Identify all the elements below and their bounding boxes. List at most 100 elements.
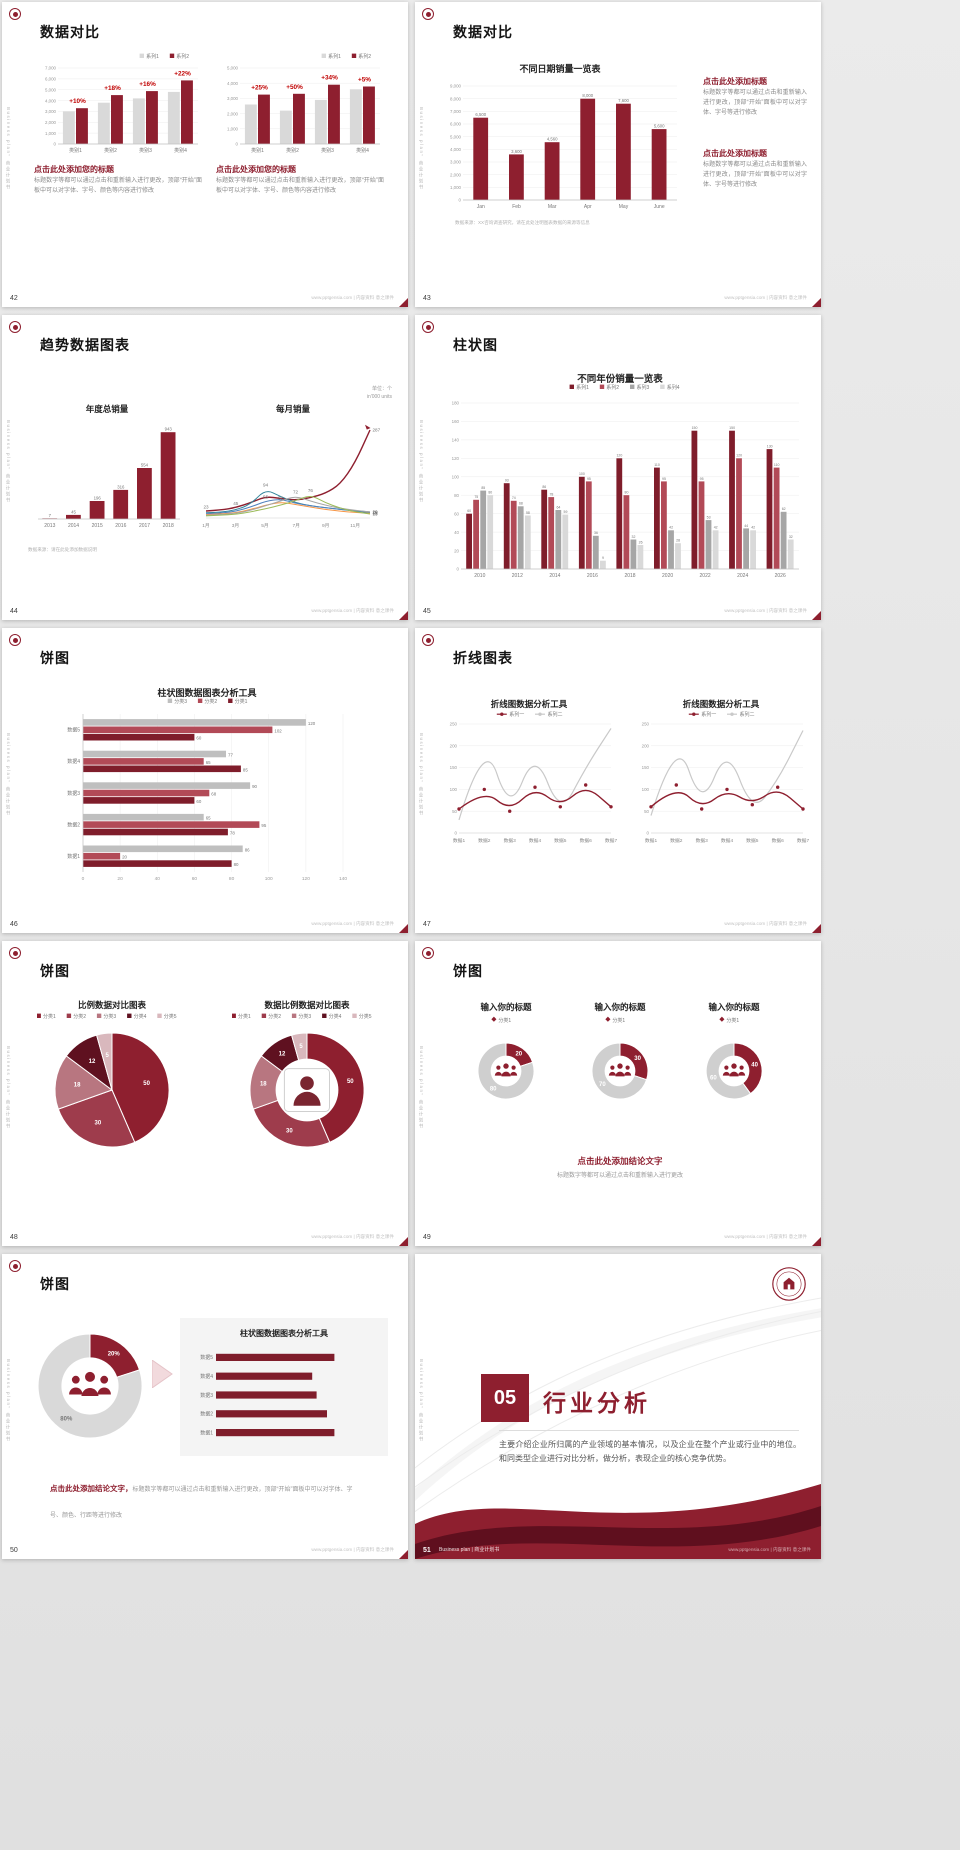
chart-title-right: 折线图数据分析工具 — [682, 699, 760, 709]
svg-text:130: 130 — [767, 445, 773, 449]
svg-text:60: 60 — [196, 799, 201, 804]
side-caption: Business plan，商业计划书 — [6, 107, 11, 191]
slide-51-section-industry-analysis[interactable]: Business plan，商业计划书 05 行业分析 主要介绍企业所归属的产业… — [415, 1254, 821, 1559]
slide-title: 数据对比 — [453, 24, 513, 40]
slide-46-horizontal-bars[interactable]: Business plan，商业计划书 饼图 柱状图数据图表分析工具 0 20 40… — [2, 628, 408, 933]
panel-title: 柱状图数据图表分析工具 — [240, 1329, 328, 1338]
svg-text:数据2: 数据2 — [200, 1411, 213, 1418]
svg-text:0: 0 — [82, 876, 85, 882]
sales-bar-chart: 0 1,000 2,000 3,000 4,000 5,000 6,000 7,000 8,00… — [437, 72, 683, 212]
svg-text:68: 68 — [519, 502, 523, 506]
svg-text:分类3: 分类3 — [298, 1013, 311, 1020]
slide-49-donut-trio[interactable]: Business plan，商业计划书 饼图 输入你的标题 20 80 分类1 输入… — [415, 941, 821, 1246]
svg-text:数据1: 数据1 — [67, 853, 80, 860]
donut-chart-2: 30 70 分类1 — [575, 1015, 665, 1117]
monthly-sales-line-chart: 287 23 45 18 94 20 55 15 52 20 72 13 76 1月 3月 5月 7月 9月 11月 — [194, 413, 392, 531]
svg-text:数据4: 数据4 — [529, 837, 542, 844]
svg-text:3月: 3月 — [232, 523, 239, 529]
svg-text:95: 95 — [261, 823, 266, 828]
slide-43-data-comparison[interactable]: Business plan，商业计划书 数据对比 不同日期销量一览表 0 1,00… — [415, 2, 821, 307]
svg-text:4,000: 4,000 — [45, 98, 57, 103]
page-number: 50 — [10, 1547, 18, 1554]
svg-text:分类3: 分类3 — [103, 1013, 116, 1020]
brand-logo-icon — [422, 634, 434, 646]
corner-accent — [399, 1550, 408, 1559]
panel-horizontal-bars: 数据5 数据4 数据3 数据2 数据1 — [190, 1342, 378, 1448]
svg-text:95: 95 — [662, 477, 666, 481]
svg-text:102: 102 — [274, 728, 282, 733]
svg-text:+25%: +25% — [251, 85, 268, 92]
svg-text:70: 70 — [599, 1082, 606, 1088]
slide-47-line-charts[interactable]: Business plan，商业计划书 折线图表 折线图数据分析工具 0 50 10… — [415, 628, 821, 933]
slide-title: 折线图表 — [453, 650, 513, 666]
svg-text:分类1: 分类1 — [235, 698, 248, 705]
svg-text:数据1: 数据1 — [453, 837, 466, 844]
svg-text:110: 110 — [774, 463, 780, 467]
svg-text:系列二: 系列二 — [548, 711, 563, 718]
slide-48-pie-charts[interactable]: Business plan，商业计划书 饼图 比例数据对比图表 50 30 18 12… — [2, 941, 408, 1246]
page-number: 47 — [423, 921, 431, 928]
svg-text:7,600: 7,600 — [618, 98, 629, 103]
svg-text:150: 150 — [729, 426, 735, 430]
svg-text:June: June — [654, 204, 665, 210]
annual-sales-bar-chart: 7 2013 45 2014 196 2015 316 2016 554 2017 943 2018 — [28, 413, 186, 531]
svg-text:数据4: 数据4 — [200, 1373, 213, 1380]
svg-text:80: 80 — [490, 1087, 497, 1093]
svg-text:9月: 9月 — [322, 523, 329, 529]
slide-50-donut-and-bars[interactable]: Business plan，商业计划书 饼图 20% 80% 柱状图数据图表分析工… — [2, 1254, 408, 1559]
brand-emblem-icon — [771, 1266, 807, 1302]
svg-text:95: 95 — [700, 477, 704, 481]
slide-title: 饼图 — [453, 963, 483, 979]
svg-text:60: 60 — [196, 736, 201, 741]
slide-title: 数据对比 — [40, 24, 100, 40]
chart-title-annual: 年度总销量 — [85, 404, 129, 414]
svg-text:分类4: 分类4 — [134, 1013, 147, 1020]
footer-text: www.pptgensia.com | 内容资料 意之课件 — [311, 295, 394, 300]
svg-text:26: 26 — [639, 540, 643, 544]
svg-text:50: 50 — [143, 1081, 150, 1087]
slide-title: 趋势数据图表 — [40, 337, 130, 353]
svg-text:80: 80 — [625, 491, 629, 495]
svg-text:分类1: 分类1 — [726, 1017, 739, 1024]
slide-44-trend-charts[interactable]: Business plan，商业计划书 趋势数据图表 单位：个 in'000 u… — [2, 315, 408, 620]
footer-text: www.pptgensia.com | 内容资料 意之课件 — [311, 1234, 394, 1239]
svg-text:+18%: +18% — [104, 85, 121, 92]
svg-text:0: 0 — [455, 831, 458, 836]
svg-text:类别2: 类别2 — [104, 147, 117, 154]
data-source-note: 数据来源：XX咨询调查研究，请在此处注明图表数据的来源等信息 — [455, 220, 590, 225]
svg-text:4,560: 4,560 — [547, 137, 558, 142]
svg-text:120: 120 — [308, 721, 316, 726]
svg-text:7: 7 — [49, 513, 52, 518]
svg-text:2014: 2014 — [68, 523, 79, 529]
pie-chart: 50 30 18 12 5 分类1 分类2 分类3 分类4 分类5 — [36, 1011, 187, 1159]
svg-text:120: 120 — [452, 456, 460, 461]
svg-text:20%: 20% — [108, 1351, 121, 1357]
footer-text: www.pptgensia.com | 内容资料 意之课件 — [311, 921, 394, 926]
svg-text:44: 44 — [744, 524, 748, 528]
svg-text:数据1: 数据1 — [645, 837, 658, 844]
slide-42-data-comparison[interactable]: Business plan，商业计划书 数据对比 0 1,000 2,000 3,00… — [2, 2, 408, 307]
svg-text:80: 80 — [229, 876, 235, 882]
svg-text:数据3: 数据3 — [200, 1392, 213, 1399]
svg-text:86: 86 — [542, 485, 546, 489]
svg-text:类别3: 类别3 — [139, 147, 152, 154]
side-caption: Business plan，商业计划书 — [6, 1046, 11, 1130]
svg-text:554: 554 — [141, 462, 149, 467]
unit-label: 单位：个 in'000 units — [367, 385, 392, 401]
svg-text:50: 50 — [644, 809, 649, 814]
svg-text:5: 5 — [299, 1044, 303, 1050]
side-caption: Business plan，商业计划书 — [419, 1046, 424, 1130]
unit-line-2: in'000 units — [366, 394, 392, 400]
svg-text:50: 50 — [347, 1079, 354, 1085]
svg-text:分类3: 分类3 — [174, 698, 187, 705]
section-number: 05 — [481, 1374, 529, 1422]
side-caption: Business plan，商业计划书 — [419, 107, 424, 191]
footer-text: www.pptgensia.com | 内容资料 意之课件 — [724, 921, 807, 926]
svg-text:80: 80 — [454, 493, 459, 498]
slide-45-column-chart[interactable]: Business plan，商业计划书 柱状图 不同年份销量一览表 0 20 40 6… — [415, 315, 821, 620]
svg-text:100: 100 — [450, 787, 458, 792]
corner-accent — [399, 924, 408, 933]
svg-text:42: 42 — [751, 526, 755, 530]
svg-text:数据4: 数据4 — [721, 837, 734, 844]
chart-title: 柱状图数据图表分析工具 — [157, 688, 257, 698]
